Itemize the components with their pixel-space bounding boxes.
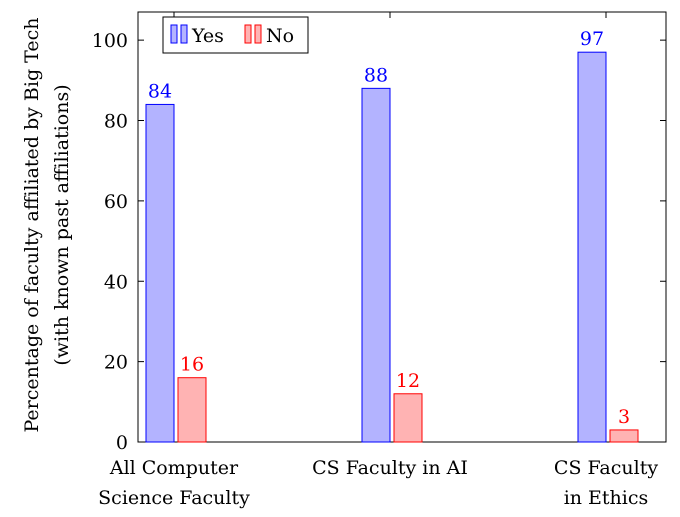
y-tick-label: 80 xyxy=(104,111,128,133)
axes: 0 20 40 60 80 100 All Computer Science Faculty C… xyxy=(21,11,667,509)
legend-label: Yes xyxy=(191,25,224,47)
x-tick-label: All Computer Science Faculty xyxy=(98,457,250,509)
x-tick-label: CS Faculty in Ethics xyxy=(554,457,658,509)
legend-label: No xyxy=(266,25,294,47)
data-labels: 84 88 97 16 12 3 xyxy=(148,28,630,428)
data-label: 16 xyxy=(180,354,204,376)
data-label: 88 xyxy=(364,64,388,86)
y-tick-label: 100 xyxy=(92,30,128,52)
y-axis-label: Percentage of faculty affiliated by Big … xyxy=(21,18,73,433)
y-tick-label: 40 xyxy=(104,271,128,293)
legend: Yes No xyxy=(162,16,309,54)
y-tick-label: 0 xyxy=(116,432,128,454)
x-tick-label: CS Faculty in AI xyxy=(312,457,468,479)
legend-swatch xyxy=(254,24,262,44)
y-tick-label: 20 xyxy=(104,352,128,374)
data-label: 84 xyxy=(148,80,172,102)
bar-yes xyxy=(577,51,607,443)
data-label: 12 xyxy=(396,370,420,392)
y-tick-label: 60 xyxy=(104,191,128,213)
bar-no xyxy=(393,393,423,443)
data-label: 97 xyxy=(580,28,604,50)
legend-swatch xyxy=(180,24,188,44)
bars xyxy=(145,51,639,443)
bar-no xyxy=(609,429,639,443)
bar-yes xyxy=(145,103,175,443)
legend-swatch xyxy=(244,24,252,44)
legend-swatch xyxy=(170,24,178,44)
data-label: 3 xyxy=(618,406,630,428)
bar-yes xyxy=(361,87,391,443)
bar-no xyxy=(177,377,207,443)
